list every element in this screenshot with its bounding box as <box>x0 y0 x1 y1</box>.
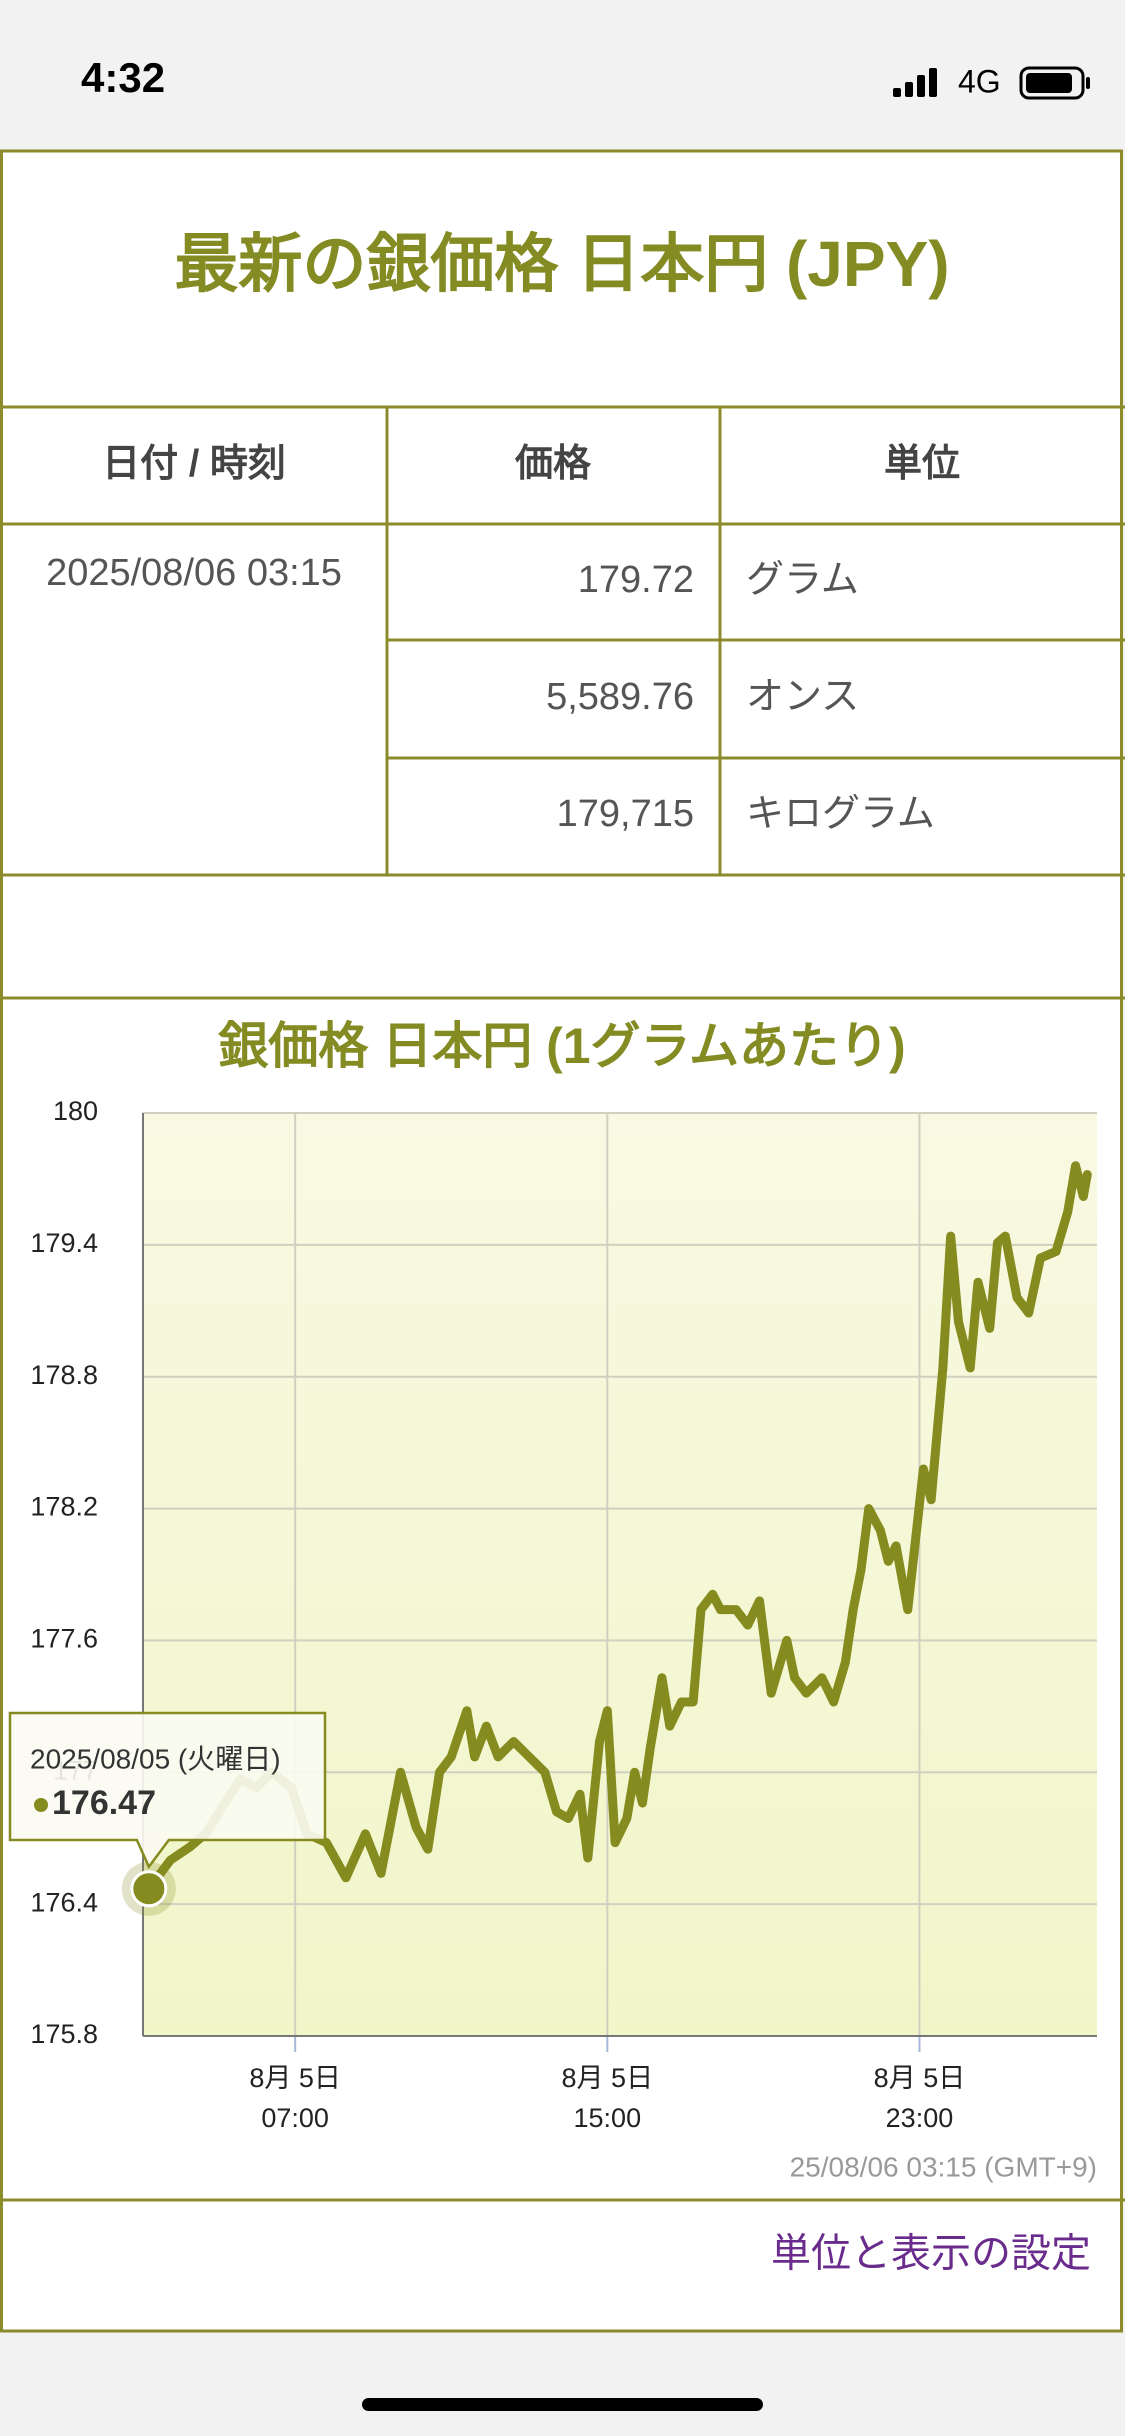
home-indicator <box>362 2398 763 2411</box>
x-tick-label: 8月 5日 15:00 <box>561 2063 654 2133</box>
y-tick-label: 175.8 <box>30 2019 98 2049</box>
unit-cell: オンス <box>746 676 859 718</box>
table-header: 価格 <box>514 443 592 485</box>
battery-icon <box>1019 66 1090 100</box>
x-tick-label: 8月 5日 23:00 <box>873 2063 966 2133</box>
table-date: 2025/08/06 03:15 <box>46 552 342 594</box>
price-cell: 179.72 <box>578 559 694 601</box>
table-header: 日付 / 時刻 <box>102 443 286 485</box>
status-time: 4:32 <box>81 54 165 101</box>
tooltip-label: 2025/08/05 (火曜日) <box>30 1743 281 1774</box>
y-tick-label: 180 <box>53 1096 98 1126</box>
chart-layer: 175.8176.4177177.6178.2178.8179.41802025… <box>8 1096 1097 2052</box>
hover-point <box>130 1870 168 1908</box>
tooltip-dot <box>34 1798 48 1812</box>
table-lines <box>0 405 1125 2202</box>
y-tick-label: 176.4 <box>30 1887 98 1917</box>
signal-icon <box>893 68 937 97</box>
y-tick-label: 179.4 <box>30 1228 98 1258</box>
bottom-bar <box>0 2333 1125 2436</box>
settings-link[interactable]: 単位と表示の設定 <box>771 2232 1091 2276</box>
plot-area <box>143 1113 1097 2036</box>
price-cell: 179,715 <box>557 793 694 835</box>
x-tick-label: 8月 5日 07:00 <box>249 2063 341 2133</box>
chart-note: 25/08/06 03:15 (GMT+9) <box>790 2151 1097 2182</box>
tooltip-value: 176.47 <box>52 1784 156 1822</box>
table-header: 単位 <box>884 443 960 485</box>
price-cell: 5,589.76 <box>546 676 694 718</box>
price-line <box>144 1161 1092 1894</box>
y-tick-label: 178.8 <box>30 1360 98 1390</box>
status-bar <box>0 0 1125 151</box>
y-tick-label: 177.6 <box>30 1624 98 1654</box>
tooltip-box <box>8 1711 327 1870</box>
chart-title: 銀価格 日本円 (1グラムあたり) <box>217 1018 905 1074</box>
unit-cell: グラム <box>746 559 859 601</box>
y-tick-label: 178.2 <box>30 1492 98 1522</box>
unit-cell: キログラム <box>746 793 935 835</box>
network-label: 4G <box>958 63 1001 99</box>
page-title: 最新の銀価格 日本円 (JPY) <box>174 228 949 300</box>
